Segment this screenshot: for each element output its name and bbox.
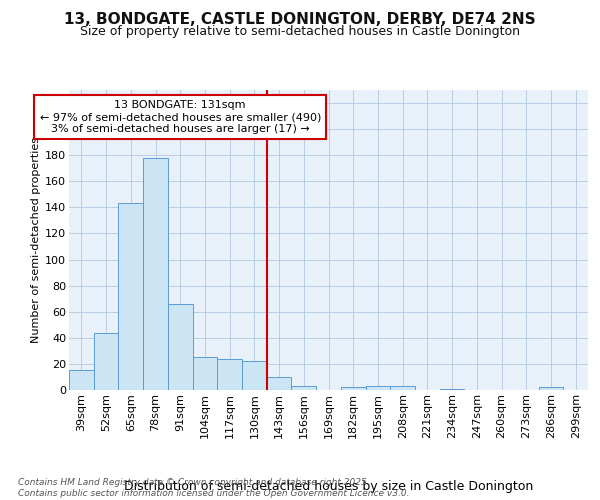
Text: Contains HM Land Registry data © Crown copyright and database right 2025.
Contai: Contains HM Land Registry data © Crown c… bbox=[18, 478, 409, 498]
Bar bbox=[341, 388, 365, 390]
Text: Size of property relative to semi-detached houses in Castle Donington: Size of property relative to semi-detach… bbox=[80, 25, 520, 38]
Bar bbox=[143, 158, 168, 390]
Bar bbox=[390, 386, 415, 390]
Bar bbox=[242, 362, 267, 390]
Bar bbox=[69, 370, 94, 390]
Bar bbox=[292, 386, 316, 390]
Bar bbox=[365, 386, 390, 390]
Bar bbox=[193, 358, 217, 390]
Bar bbox=[217, 358, 242, 390]
Bar bbox=[94, 332, 118, 390]
Bar bbox=[539, 388, 563, 390]
Text: 13, BONDGATE, CASTLE DONINGTON, DERBY, DE74 2NS: 13, BONDGATE, CASTLE DONINGTON, DERBY, D… bbox=[64, 12, 536, 28]
Y-axis label: Number of semi-detached properties: Number of semi-detached properties bbox=[31, 137, 41, 343]
Bar bbox=[267, 377, 292, 390]
Bar bbox=[440, 388, 464, 390]
X-axis label: Distribution of semi-detached houses by size in Castle Donington: Distribution of semi-detached houses by … bbox=[124, 480, 533, 492]
Text: 13 BONDGATE: 131sqm
← 97% of semi-detached houses are smaller (490)
3% of semi-d: 13 BONDGATE: 131sqm ← 97% of semi-detach… bbox=[40, 100, 321, 134]
Bar bbox=[118, 204, 143, 390]
Bar bbox=[168, 304, 193, 390]
